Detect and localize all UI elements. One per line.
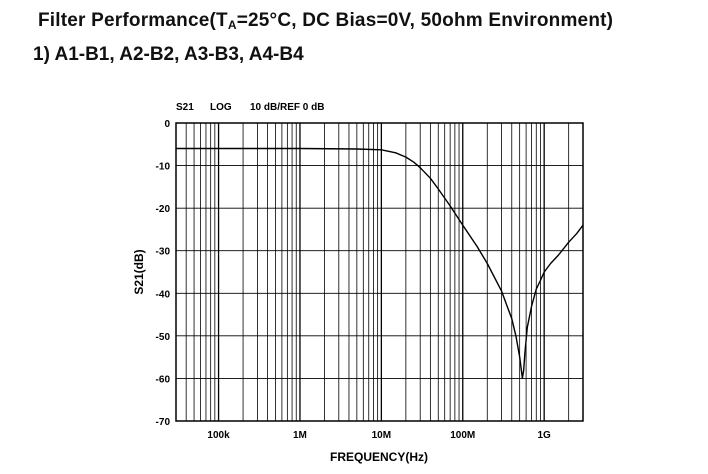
x-axis-label: FREQUENCY(Hz) [330,450,428,464]
plot-frame [175,122,584,422]
y-tick-label: -20 [156,204,171,215]
chart-header-scale: LOG [210,102,232,113]
y-tick-label: -60 [156,374,171,385]
page-title: Filter Performance(TA=25°C, DC Bias=0V, … [38,10,613,32]
x-tick-label: 1G [537,430,551,441]
x-tick-label: 1M [293,430,307,441]
y-tick-label: -50 [156,332,171,343]
grid [175,122,584,422]
chart-header-ref: 10 dB/REF 0 dB [250,102,324,113]
y-axis-label: S21(dB) [132,249,146,294]
axis-labels: 0 -10 -20 -30 -40 -50 -60 -70 100k 1M 10M 100M 1G [156,119,552,441]
page-subtitle: 1) A1-B1, A2-B2, A3-B3, A4-B4 [33,44,304,65]
y-tick-label: -70 [156,417,171,428]
title-text: Filter Performance(T [38,10,228,31]
x-tick-label: 10M [372,430,391,441]
series-line [176,147,584,380]
y-tick-label: -40 [156,289,171,300]
x-tick-label: 100M [450,430,475,441]
chart-header-param: S21 [176,102,194,113]
y-tick-label: -30 [156,247,171,258]
y-tick-label: -10 [156,162,171,173]
x-tick-label: 100k [207,430,230,441]
series-layer [176,147,584,380]
title-text-suffix: =25°C, DC Bias=0V, 50ohm Environment) [236,10,614,31]
title-subscript: A [227,18,237,32]
y-tick-label: 0 [164,119,170,130]
